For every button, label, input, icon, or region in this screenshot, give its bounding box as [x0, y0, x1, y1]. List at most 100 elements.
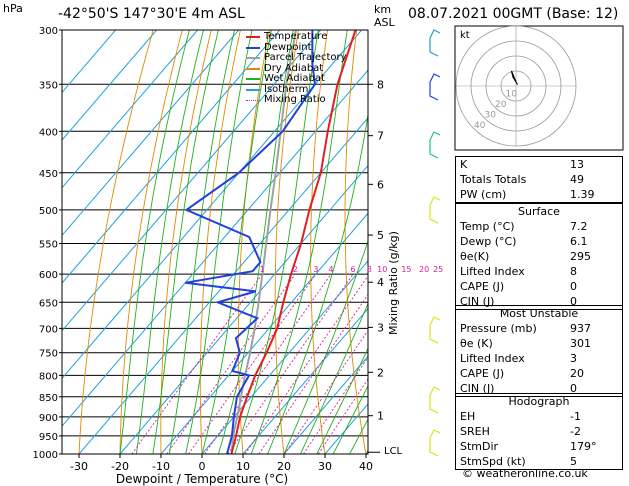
legend-label: Parcel Trajectory — [264, 52, 347, 63]
legend-label: Dewpoint — [264, 41, 312, 53]
mixing-ratio-line — [258, 293, 368, 454]
mixing-ratio-label: 20 — [419, 265, 429, 274]
surface-title: Surface — [518, 205, 560, 218]
legend-label: Temperature — [264, 31, 328, 42]
table-row: CIN (J) 0 — [456, 381, 622, 396]
wind-barb — [429, 386, 441, 414]
mixing-ratio-label: 8 — [367, 265, 372, 274]
row-value: 13 — [570, 158, 584, 171]
x-axis-label: Dewpoint / Temperature (°C) — [116, 472, 288, 486]
row-value: 301 — [570, 337, 591, 350]
dry-adiabat — [78, 30, 154, 454]
row-key: CIN (J) — [460, 382, 495, 395]
row-value: 179° — [570, 440, 597, 453]
mixing-ratio-label: 25 — [433, 265, 443, 274]
row-value: 5 — [570, 455, 577, 468]
most-unstable-title: Most Unstable — [499, 307, 579, 320]
x-tick-label: -10 — [152, 460, 170, 473]
row-value: -2 — [570, 425, 581, 438]
x-tick-label: 20 — [277, 460, 291, 473]
row-key: θe(K) — [460, 250, 490, 263]
row-key: CAPE (J) — [460, 367, 505, 380]
row-value: 0 — [570, 280, 577, 293]
row-key: EH — [460, 410, 476, 423]
table-row: Pressure (mb) 937 — [456, 321, 622, 336]
table-row: Dewp (°C) 6.1 — [456, 234, 622, 249]
isotherm-line — [78, 117, 368, 454]
table-row: Lifted Index 3 — [456, 351, 622, 366]
wet-adiabat — [332, 384, 368, 454]
legend-swatch — [246, 88, 260, 91]
table-row: PW (cm) 1.39 — [456, 187, 622, 202]
wet-adiabat — [316, 347, 368, 454]
dry-adiabat — [160, 30, 212, 454]
row-key: Lifted Index — [460, 265, 525, 278]
legend-item: Isotherm — [246, 83, 347, 96]
mixing-ratio-label: 1 — [260, 265, 265, 274]
table-row: SREH -2 — [456, 424, 622, 439]
x-tick-label: 30 — [318, 460, 332, 473]
legend-item: Parcel Trajectory — [246, 52, 347, 64]
location-title: -42°50'S 147°30'E 4m ASL — [58, 6, 245, 22]
isotherm-line — [201, 260, 368, 454]
row-value: -1 — [570, 410, 581, 423]
table-row: Totals Totals 49 — [456, 172, 622, 187]
km-tick-label: 6 — [377, 178, 384, 191]
dry-adiabat — [411, 30, 448, 454]
mixing-ratio-line — [284, 329, 368, 454]
isotherm-line — [283, 355, 368, 454]
legend-swatch — [246, 46, 260, 49]
km-label: km — [374, 3, 392, 16]
legend-label: Isotherm — [264, 83, 309, 95]
legend-item: Dry Adiabat — [246, 63, 347, 75]
km-tick-label: 4 — [377, 276, 384, 289]
wet-adiabat — [152, 30, 219, 454]
row-value: 937 — [570, 322, 591, 335]
pressure-tick-label: 850 — [39, 393, 58, 404]
dry-adiabat — [199, 30, 241, 454]
wet-adiabat — [267, 112, 368, 454]
row-value: 0 — [570, 382, 577, 395]
row-value: 295 — [570, 250, 591, 263]
wet-adiabat — [250, 30, 348, 454]
mixing-ratio-label: 6 — [351, 265, 356, 274]
wet-adiabat — [168, 30, 235, 454]
isotherm-line — [62, 69, 368, 427]
x-tick-label: 10 — [236, 460, 250, 473]
hodograph-table-title: Hodograph — [508, 395, 570, 408]
row-key: StmDir — [460, 440, 499, 453]
mixing-ratio-axis-label: Mixing Ratio (g/kg) — [387, 231, 400, 335]
indices-table: K 13 Totals Totals 49 PW (cm) 1.39 — [455, 156, 623, 203]
row-key: θe (K) — [460, 337, 493, 350]
pressure-tick-label: 600 — [39, 270, 58, 281]
pressure-tick-label: 900 — [39, 413, 58, 424]
km-tick-label: 1 — [377, 410, 384, 423]
isotherm-line — [62, 30, 240, 237]
mixing-ratio-line — [227, 273, 354, 454]
most-unstable-table: Most Unstable Pressure (mb) 937 θe (K) 301 L… — [455, 305, 623, 397]
legend-swatch — [246, 36, 260, 39]
surface-table: Surface Temp (°C) 7.2 Dewp (°C) 6.1 θe(K) 295… — [455, 203, 623, 310]
pressure-tick-label: 350 — [39, 80, 58, 91]
mixing-ratio-label: 3 — [313, 265, 318, 274]
mixing-ratio-line — [303, 356, 368, 454]
row-key: Temp (°C) — [460, 220, 515, 233]
wind-barb — [429, 316, 441, 344]
mixing-ratio-line — [317, 378, 368, 454]
pressure-tick-label: 650 — [39, 298, 58, 309]
pressure-tick-label: 300 — [39, 26, 58, 37]
lcl-label: LCL — [384, 446, 403, 457]
mixing-ratio-line — [244, 275, 368, 454]
parcel-trajectory-line — [230, 30, 297, 454]
table-row: θe(K) 295 — [456, 249, 622, 264]
wet-adiabat — [119, 30, 190, 454]
asl-label: ASL — [374, 16, 395, 29]
isotherm-line — [242, 307, 368, 454]
km-tick-label: 3 — [377, 321, 384, 334]
row-value: 20 — [570, 367, 584, 380]
km-tick-label: 7 — [377, 130, 384, 143]
legend-swatch — [246, 78, 260, 81]
isotherm-line — [62, 30, 158, 141]
table-row: θe (K) 301 — [456, 336, 622, 351]
wet-adiabat — [234, 30, 319, 454]
